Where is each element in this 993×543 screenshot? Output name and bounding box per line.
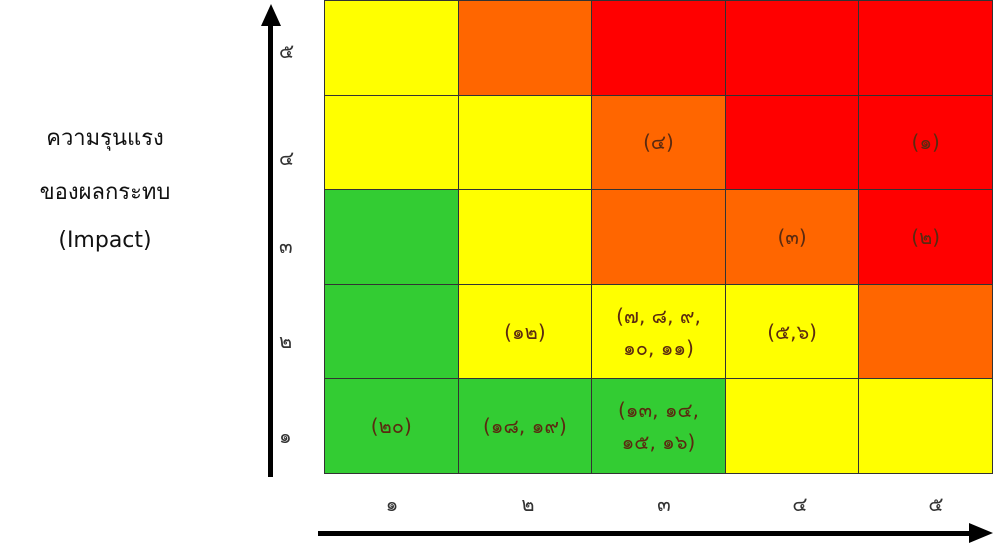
- matrix-cell: (๑๒): [458, 284, 593, 380]
- y-tick-1: ๑: [279, 424, 292, 448]
- y-axis-label-line-2: ของผลกระทบ: [39, 180, 171, 205]
- matrix-cell: [458, 95, 593, 191]
- matrix-cell: [325, 1, 459, 96]
- matrix-cell: [725, 379, 860, 474]
- matrix-cell: (๒): [859, 190, 993, 285]
- risk-matrix: (๔) (๑) (๓) (๒) (๑๒) (๗, ๘, ๙, ๑๐, ๑๑) (๕,๖) (๒…: [324, 0, 993, 474]
- y-tick-3: ๓: [279, 234, 293, 258]
- matrix-cell: (๗, ๘, ๙, ๑๐, ๑๑): [592, 284, 726, 380]
- x-axis-line: [318, 531, 973, 536]
- matrix-cell: [592, 190, 726, 285]
- x-tick-5: ๕: [928, 492, 944, 516]
- y-tick-4: ๔: [279, 146, 295, 170]
- matrix-cell: (๔): [592, 95, 726, 191]
- matrix-cell: [859, 284, 993, 380]
- x-tick-2: ๒: [521, 492, 535, 516]
- matrix-cell: [325, 95, 459, 191]
- y-tick-2: ๒: [279, 329, 293, 353]
- y-axis-label-line-3: (Impact): [58, 228, 152, 253]
- matrix-cell: (๑๓, ๑๔, ๑๕, ๑๖): [592, 379, 726, 474]
- matrix-cell: (๕,๖): [725, 284, 860, 380]
- y-tick-5: ๕: [279, 39, 295, 63]
- matrix-cell: [325, 190, 459, 285]
- matrix-cell: (๒๐): [325, 379, 459, 474]
- y-axis-line: [268, 22, 273, 477]
- y-axis-arrowhead: [261, 4, 281, 26]
- matrix-cell: (๓): [725, 190, 860, 285]
- x-tick-1: ๑: [385, 492, 399, 516]
- x-tick-4: ๔: [792, 492, 808, 516]
- matrix-cell: [859, 1, 993, 96]
- matrix-cell: (๑๘, ๑๙): [458, 379, 593, 474]
- matrix-cell: [325, 284, 459, 380]
- matrix-cell: [725, 95, 860, 191]
- matrix-cell: [859, 379, 993, 474]
- y-axis-label-line-1: ความรุนแรง: [46, 126, 164, 151]
- x-tick-3: ๓: [657, 492, 671, 516]
- x-axis-arrowhead: [969, 523, 993, 543]
- matrix-cell: (๑): [859, 95, 993, 191]
- matrix-cell: [725, 1, 860, 96]
- matrix-cell: [458, 190, 593, 285]
- matrix-cell: [592, 1, 726, 96]
- matrix-cell: [458, 1, 593, 96]
